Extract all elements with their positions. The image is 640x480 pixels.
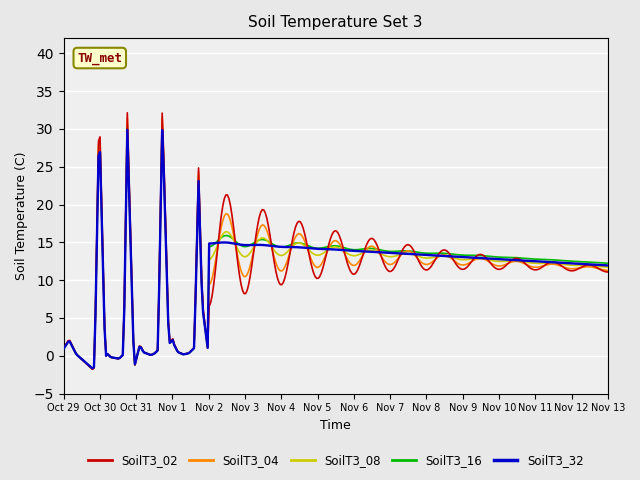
SoilT3_02 [60, 345, 67, 351]
Line: SoilT3_16: SoilT3_16 [63, 127, 608, 369]
SoilT3_16 [225, 233, 233, 239]
SoilT3_08 [60, 346, 67, 351]
SoilT3_04 [301, 238, 308, 244]
SoilT3_08 [243, 253, 251, 259]
X-axis label: Time: Time [321, 419, 351, 432]
SoilT3_02 [252, 231, 260, 237]
SoilT3_02 [301, 231, 308, 237]
SoilT3_32 [88, 366, 96, 372]
SoilT3_32 [129, 338, 137, 344]
SoilT3_02 [243, 288, 251, 293]
SoilT3_04 [60, 346, 67, 351]
SoilT3_08 [577, 263, 584, 268]
SoilT3_16 [243, 243, 251, 249]
SoilT3_02 [225, 195, 233, 201]
SoilT3_08 [129, 338, 137, 344]
SoilT3_04 [124, 115, 131, 120]
SoilT3_32 [301, 245, 308, 251]
SoilT3_16 [124, 124, 131, 130]
Line: SoilT3_32: SoilT3_32 [63, 130, 608, 369]
SoilT3_32 [252, 242, 260, 248]
SoilT3_08 [88, 366, 96, 372]
SoilT3_16 [88, 366, 96, 372]
SoilT3_04 [577, 265, 584, 271]
SoilT3_04 [129, 338, 137, 344]
SoilT3_08 [301, 243, 308, 249]
Line: SoilT3_08: SoilT3_08 [63, 122, 608, 369]
SoilT3_32 [577, 261, 584, 267]
SoilT3_08 [604, 264, 612, 270]
SoilT3_08 [225, 230, 233, 236]
SoilT3_02 [129, 337, 137, 343]
SoilT3_02 [88, 367, 96, 372]
SoilT3_32 [604, 263, 612, 268]
SoilT3_16 [301, 241, 308, 247]
SoilT3_16 [577, 259, 584, 264]
SoilT3_16 [60, 346, 67, 351]
SoilT3_04 [243, 272, 251, 277]
SoilT3_16 [129, 338, 137, 344]
SoilT3_32 [124, 127, 131, 132]
Y-axis label: Soil Temperature (C): Soil Temperature (C) [15, 152, 28, 280]
SoilT3_04 [88, 366, 96, 372]
SoilT3_02 [577, 265, 584, 271]
Text: TW_met: TW_met [77, 51, 122, 64]
Line: SoilT3_02: SoilT3_02 [63, 113, 608, 370]
SoilT3_16 [604, 260, 612, 266]
SoilT3_08 [124, 120, 131, 125]
Title: Soil Temperature Set 3: Soil Temperature Set 3 [248, 15, 423, 30]
SoilT3_04 [604, 267, 612, 273]
SoilT3_16 [252, 239, 260, 244]
SoilT3_08 [252, 240, 260, 246]
Line: SoilT3_04: SoilT3_04 [63, 118, 608, 369]
SoilT3_02 [604, 269, 612, 275]
SoilT3_04 [252, 237, 260, 243]
SoilT3_32 [60, 346, 67, 352]
SoilT3_04 [225, 213, 233, 219]
SoilT3_32 [243, 242, 251, 248]
SoilT3_02 [124, 110, 131, 116]
SoilT3_32 [225, 240, 233, 246]
Legend: SoilT3_02, SoilT3_04, SoilT3_08, SoilT3_16, SoilT3_32: SoilT3_02, SoilT3_04, SoilT3_08, SoilT3_… [83, 449, 588, 472]
